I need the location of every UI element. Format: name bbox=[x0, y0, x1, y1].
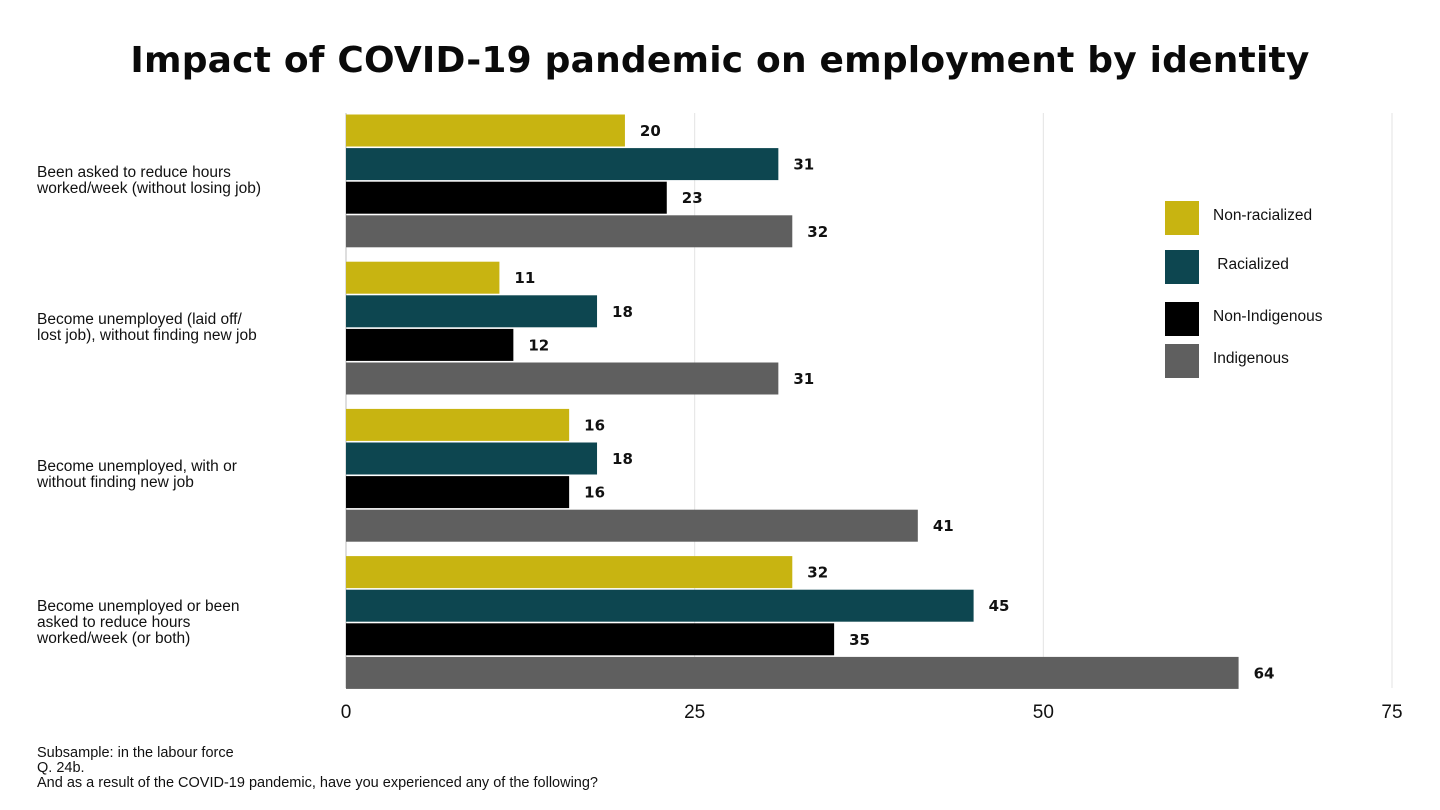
value-label-non-racialized-cat-1: 20 bbox=[640, 122, 661, 140]
bar-non-racialized-cat-3 bbox=[346, 408, 570, 441]
legend-item-racialized: Racialized bbox=[1165, 250, 1405, 284]
x-tick-label-75: 75 bbox=[1381, 702, 1402, 723]
legend-label-non-indigenous: Non-Indigenous bbox=[1213, 308, 1323, 325]
value-label-racialized-cat-4: 45 bbox=[989, 597, 1010, 615]
value-label-racialized-cat-1: 31 bbox=[793, 156, 814, 174]
bar-racialized-cat-1 bbox=[346, 148, 779, 181]
bar-indigenous-cat-2 bbox=[346, 362, 779, 395]
bar-non-racialized-cat-4 bbox=[346, 556, 793, 589]
value-label-indigenous-cat-4: 64 bbox=[1254, 664, 1275, 682]
value-label-racialized-cat-2: 18 bbox=[612, 303, 633, 321]
bar-racialized-cat-3 bbox=[346, 442, 598, 475]
legend-label-non-racialized: Non-racialized bbox=[1213, 207, 1313, 224]
footnote-line-question-text: And as a result of the COVID-19 pandemic… bbox=[37, 775, 598, 791]
footnote: Subsample: in the labour force Q. 24b. A… bbox=[37, 746, 598, 791]
category-label-4: Become unemployed or been asked to reduc… bbox=[37, 597, 240, 647]
bar-non-indigenous-cat-4 bbox=[346, 623, 835, 656]
bar-non-indigenous-cat-1 bbox=[346, 181, 667, 214]
legend-item-non-indigenous: Non-Indigenous bbox=[1165, 302, 1405, 336]
value-label-non-indigenous-cat-2: 12 bbox=[528, 336, 549, 354]
x-tick-label-0: 0 bbox=[341, 702, 352, 723]
bar-indigenous-cat-4 bbox=[346, 656, 1239, 689]
category-label-3: Become unemployed, with or without findi… bbox=[37, 458, 237, 492]
legend-item-non-racialized: Non-racialized bbox=[1165, 201, 1405, 235]
value-label-non-indigenous-cat-1: 23 bbox=[682, 189, 703, 207]
bar-racialized-cat-2 bbox=[346, 295, 598, 328]
footnote-line-subsample: Subsample: in the labour force bbox=[37, 745, 234, 761]
bar-non-indigenous-cat-2 bbox=[346, 328, 514, 361]
value-label-indigenous-cat-1: 32 bbox=[807, 223, 828, 241]
legend-swatch-non-indigenous bbox=[1165, 302, 1199, 336]
footnote-line-question-number: Q. 24b. bbox=[37, 760, 85, 776]
legend-item-indigenous: Indigenous bbox=[1165, 344, 1405, 378]
category-label-2: Become unemployed (laid off/ lost job), … bbox=[37, 311, 257, 345]
legend-label-racialized: Racialized bbox=[1213, 256, 1289, 273]
bar-indigenous-cat-1 bbox=[346, 215, 793, 248]
bar-non-racialized-cat-1 bbox=[346, 114, 625, 147]
value-label-non-racialized-cat-2: 11 bbox=[514, 269, 535, 287]
x-tick-label-25: 25 bbox=[684, 702, 705, 723]
legend-swatch-non-racialized bbox=[1165, 201, 1199, 235]
bar-racialized-cat-4 bbox=[346, 589, 974, 622]
x-tick-label-50: 50 bbox=[1033, 702, 1054, 723]
value-label-non-indigenous-cat-4: 35 bbox=[849, 631, 870, 649]
legend-label-indigenous: Indigenous bbox=[1213, 350, 1289, 367]
legend-swatch-racialized bbox=[1165, 250, 1199, 284]
category-label-1: Been asked to reduce hours worked/week (… bbox=[37, 163, 261, 197]
value-label-non-racialized-cat-4: 32 bbox=[807, 564, 828, 582]
value-label-racialized-cat-3: 18 bbox=[612, 450, 633, 468]
value-label-non-racialized-cat-3: 16 bbox=[584, 416, 605, 434]
value-label-non-indigenous-cat-3: 16 bbox=[584, 484, 605, 502]
chart-title: Impact of COVID-19 pandemic on employmen… bbox=[130, 40, 1310, 81]
bar-indigenous-cat-3 bbox=[346, 509, 918, 542]
value-label-indigenous-cat-2: 31 bbox=[793, 370, 814, 388]
bar-non-racialized-cat-2 bbox=[346, 261, 500, 294]
bar-non-indigenous-cat-3 bbox=[346, 476, 570, 509]
legend-swatch-indigenous bbox=[1165, 344, 1199, 378]
value-label-indigenous-cat-3: 41 bbox=[933, 517, 954, 535]
